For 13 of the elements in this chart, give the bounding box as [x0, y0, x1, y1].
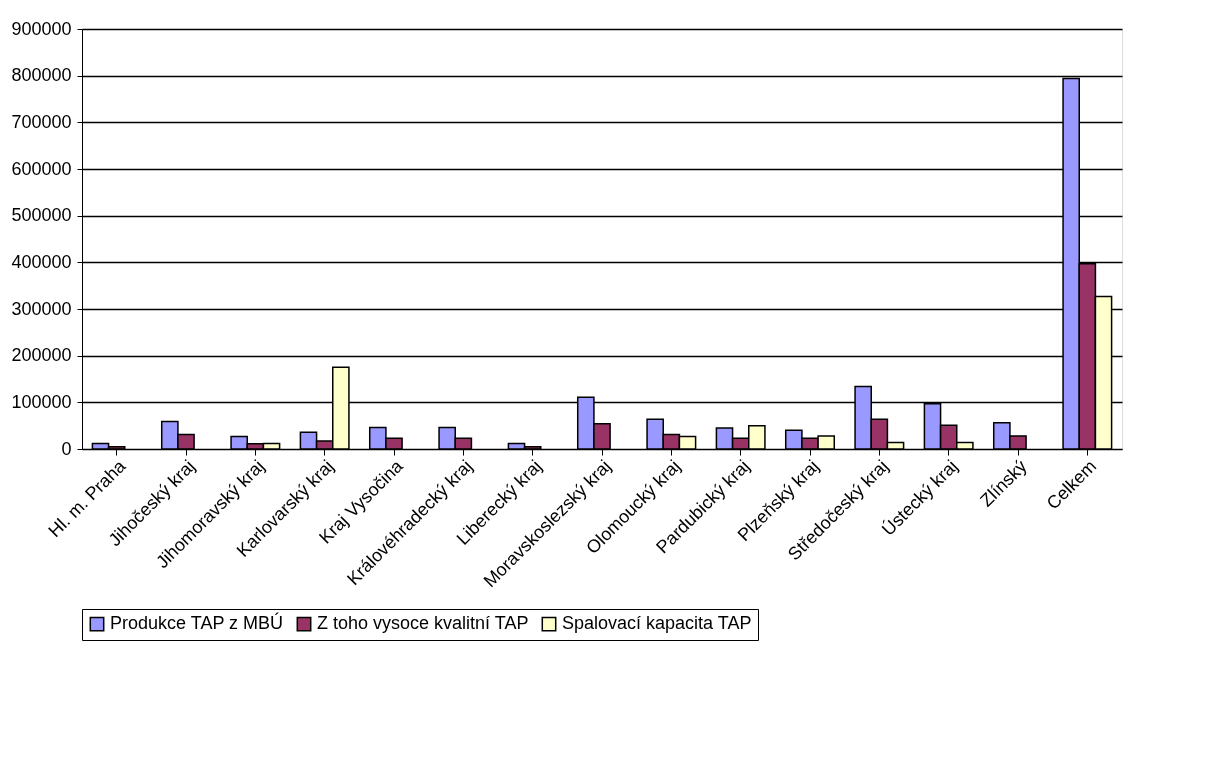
legend-label: Z toho vysoce kvalitní TAP	[317, 613, 529, 634]
y-tick-label: 200000	[11, 345, 72, 366]
legend-label: Produkce TAP z MBÚ	[110, 612, 284, 634]
y-tick-label: 600000	[11, 158, 72, 179]
y-tick-label: 700000	[11, 111, 72, 132]
legend-label: Spalovací kapacita TAP	[562, 613, 752, 634]
y-tick-label: 900000	[11, 18, 72, 39]
y-tick-label: 300000	[11, 298, 72, 319]
y-tick-label: 400000	[11, 251, 72, 272]
y-tick-label: 800000	[11, 65, 72, 86]
y-tick-label: 500000	[11, 205, 72, 226]
y-tick-label: 0	[61, 438, 72, 459]
y-tick-label: 100000	[11, 391, 72, 412]
